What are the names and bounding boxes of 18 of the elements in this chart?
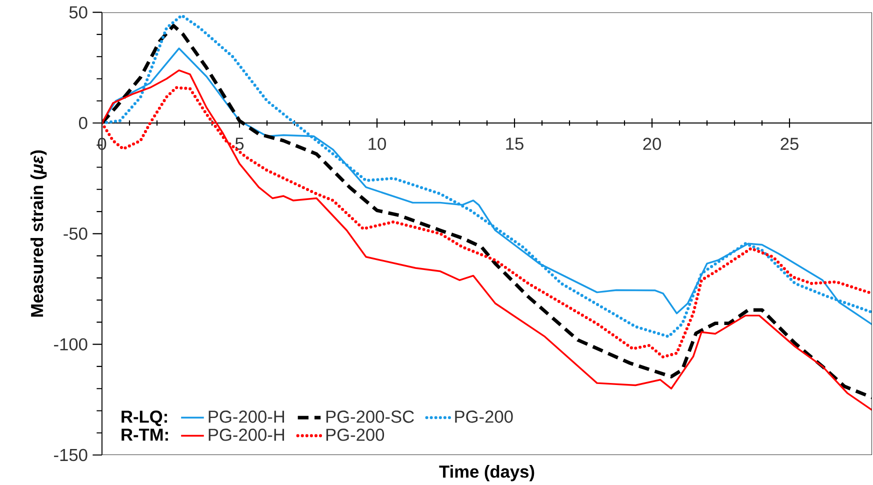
legend-label: PG-200-SC bbox=[326, 410, 414, 423]
x-tick-label: 25 bbox=[780, 138, 798, 150]
legend-label: PG-200 bbox=[326, 428, 384, 441]
x-tick-label: 20 bbox=[643, 138, 661, 150]
x-tick-label: 10 bbox=[368, 138, 386, 150]
legend-label: PG-200 bbox=[455, 410, 513, 423]
x-tick-label: 5 bbox=[235, 138, 244, 150]
x-axis-title: Time (days) bbox=[439, 465, 534, 482]
annotation: R-LQ: bbox=[122, 410, 167, 426]
x-tick-label: 15 bbox=[506, 138, 524, 150]
legend-label: PG-200-H bbox=[208, 428, 284, 441]
annotation: R-TM: bbox=[122, 428, 168, 441]
y-tick-label: -150 bbox=[54, 448, 88, 462]
legend-label: PG-200-H bbox=[208, 410, 284, 423]
y-tick-label: 0 bbox=[78, 116, 88, 130]
y-tick-label: 50 bbox=[69, 6, 88, 18]
y-tick-label: -50 bbox=[64, 228, 88, 240]
y-tick-label: -100 bbox=[54, 338, 88, 350]
